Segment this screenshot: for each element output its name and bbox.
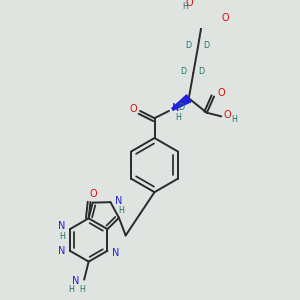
Text: N: N <box>58 221 65 231</box>
Text: H: H <box>231 115 237 124</box>
Text: H: H <box>69 285 74 294</box>
Text: O: O <box>89 189 97 199</box>
Text: N: N <box>112 248 119 258</box>
Text: D: D <box>203 41 209 50</box>
Text: O: O <box>129 104 137 114</box>
Text: H: H <box>80 285 85 294</box>
Text: H: H <box>175 113 181 122</box>
Text: O: O <box>221 13 229 23</box>
Text: O: O <box>218 88 225 98</box>
Text: H: H <box>59 232 65 241</box>
Text: H: H <box>118 206 124 215</box>
Text: D: D <box>178 103 184 112</box>
Text: D: D <box>198 67 205 76</box>
Text: D: D <box>185 41 191 50</box>
Text: N: N <box>115 196 122 206</box>
Text: D: D <box>180 67 186 76</box>
Polygon shape <box>172 95 191 110</box>
Text: H: H <box>182 2 188 11</box>
Text: N: N <box>58 246 65 256</box>
Text: O: O <box>224 110 231 121</box>
Text: N: N <box>172 103 179 113</box>
Text: N: N <box>72 277 80 286</box>
Text: O: O <box>186 0 194 8</box>
